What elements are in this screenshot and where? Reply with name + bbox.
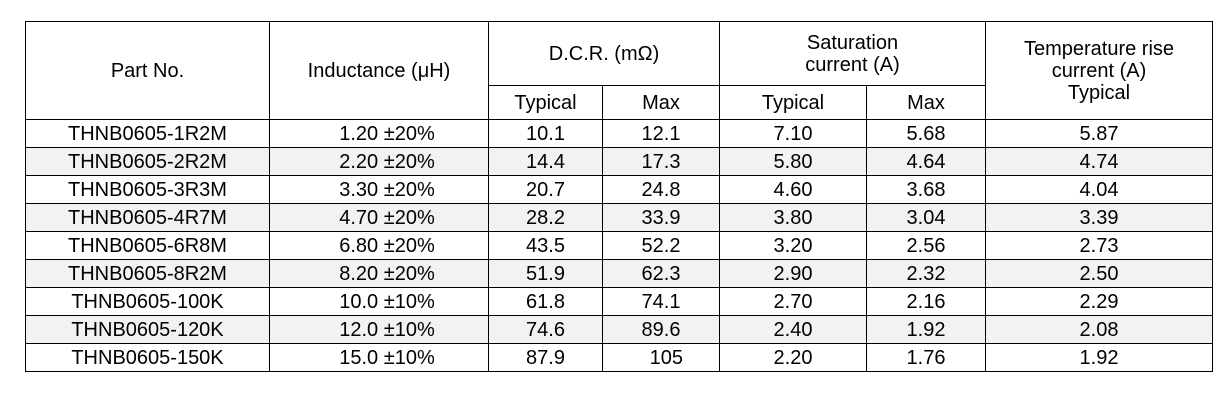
temperature-rise-typical-cell: 1.92 xyxy=(985,343,1213,372)
inductance-cell: 8.20 ±20% xyxy=(269,259,489,288)
header-temperature-rise-current: Temperature rise current (A) Typical xyxy=(985,21,1213,120)
saturation-max-cell: 1.76 xyxy=(866,343,986,372)
header-temp-line2: current (A) xyxy=(1051,59,1147,82)
part-number-cell: THNB0605-100K xyxy=(25,287,270,316)
dcr-typical-cell: 20.7 xyxy=(488,175,603,204)
dcr-typical-cell: 74.6 xyxy=(488,315,603,344)
saturation-max-cell: 1.92 xyxy=(866,315,986,344)
table-row: THNB0605-120K 12.0 ±10% 74.6 89.6 2.40 1.92 2.… xyxy=(25,315,1213,344)
dcr-typical-cell: 61.8 xyxy=(488,287,603,316)
table-row: THNB0605-8R2M 8.20 ±20% 51.9 62.3 2.90 2.32 2.… xyxy=(25,259,1213,288)
saturation-typical-cell: 2.90 xyxy=(719,259,867,288)
saturation-max-cell: 3.04 xyxy=(866,203,986,232)
saturation-max-cell: 5.68 xyxy=(866,119,986,148)
table-row: THNB0605-3R3M 3.30 ±20% 20.7 24.8 4.60 3.68 4.… xyxy=(25,175,1213,204)
header-inductance: Inductance (μH) xyxy=(269,21,489,120)
header-dcr-max: Max xyxy=(602,85,720,120)
saturation-typical-cell: 4.60 xyxy=(719,175,867,204)
inductance-cell: 6.80 ±20% xyxy=(269,231,489,260)
dcr-max-cell: 52.2 xyxy=(602,231,720,260)
temperature-rise-typical-cell: 4.04 xyxy=(985,175,1213,204)
table-body: THNB0605-1R2M 1.20 ±20% 10.1 12.1 7.10 5.68 5.… xyxy=(25,119,1213,372)
header-dcr: D.C.R. (mΩ) xyxy=(488,21,720,86)
saturation-typical-cell: 3.20 xyxy=(719,231,867,260)
part-number-cell: THNB0605-4R7M xyxy=(25,203,270,232)
saturation-typical-cell: 2.20 xyxy=(719,343,867,372)
saturation-typical-cell: 2.70 xyxy=(719,287,867,316)
dcr-max-cell: 24.8 xyxy=(602,175,720,204)
temperature-rise-typical-cell: 5.87 xyxy=(985,119,1213,148)
saturation-max-cell: 2.16 xyxy=(866,287,986,316)
inductance-cell: 4.70 ±20% xyxy=(269,203,489,232)
saturation-max-cell: 2.32 xyxy=(866,259,986,288)
part-number-cell: THNB0605-3R3M xyxy=(25,175,270,204)
dcr-typical-cell: 43.5 xyxy=(488,231,603,260)
dcr-typical-cell: 28.2 xyxy=(488,203,603,232)
inductance-cell: 3.30 ±20% xyxy=(269,175,489,204)
header-saturation-line1: Saturation xyxy=(806,31,899,54)
temperature-rise-typical-cell: 2.29 xyxy=(985,287,1213,316)
dcr-max-cell: 33.9 xyxy=(602,203,720,232)
part-number-cell: THNB0605-120K xyxy=(25,315,270,344)
header-part-no: Part No. xyxy=(25,21,270,120)
dcr-max-cell: 17.3 xyxy=(602,147,720,176)
header-dcr-typical: Typical xyxy=(488,85,603,120)
saturation-max-cell: 3.68 xyxy=(866,175,986,204)
temperature-rise-typical-cell: 2.08 xyxy=(985,315,1213,344)
dcr-typical-cell: 14.4 xyxy=(488,147,603,176)
table-row: THNB0605-4R7M 4.70 ±20% 28.2 33.9 3.80 3.04 3.… xyxy=(25,203,1213,232)
header-sat-max: Max xyxy=(866,85,986,120)
header-sat-typical: Typical xyxy=(719,85,867,120)
table-row: THNB0605-150K 15.0 ±10% 87.9 105 2.20 1.76 1.9… xyxy=(25,343,1213,372)
dcr-max-cell: 105 xyxy=(602,343,720,372)
header-saturation-line2: current (A) xyxy=(805,53,900,76)
dcr-typical-cell: 10.1 xyxy=(488,119,603,148)
dcr-typical-cell: 51.9 xyxy=(488,259,603,288)
part-number-cell: THNB0605-1R2M xyxy=(25,119,270,148)
part-number-cell: THNB0605-2R2M xyxy=(25,147,270,176)
dcr-typical-cell: 87.9 xyxy=(488,343,603,372)
temperature-rise-typical-cell: 4.74 xyxy=(985,147,1213,176)
table-row: THNB0605-6R8M 6.80 ±20% 43.5 52.2 3.20 2.56 2.… xyxy=(25,231,1213,260)
inductor-spec-table: Part No. Inductance (μH) D.C.R. (mΩ) Sat… xyxy=(25,21,1213,372)
header-temp-line1: Temperature rise xyxy=(1023,37,1175,60)
temperature-rise-typical-cell: 3.39 xyxy=(985,203,1213,232)
part-number-cell: THNB0605-150K xyxy=(25,343,270,372)
part-number-cell: THNB0605-8R2M xyxy=(25,259,270,288)
dcr-max-cell: 62.3 xyxy=(602,259,720,288)
table-row: THNB0605-100K 10.0 ±10% 61.8 74.1 2.70 2.16 2.… xyxy=(25,287,1213,316)
part-number-cell: THNB0605-6R8M xyxy=(25,231,270,260)
dcr-max-cell: 74.1 xyxy=(602,287,720,316)
inductance-cell: 1.20 ±20% xyxy=(269,119,489,148)
inductance-cell: 15.0 ±10% xyxy=(269,343,489,372)
saturation-max-cell: 4.64 xyxy=(866,147,986,176)
inductance-cell: 2.20 ±20% xyxy=(269,147,489,176)
dcr-max-cell: 12.1 xyxy=(602,119,720,148)
table-row: THNB0605-2R2M 2.20 ±20% 14.4 17.3 5.80 4.64 4.… xyxy=(25,147,1213,176)
saturation-typical-cell: 2.40 xyxy=(719,315,867,344)
temperature-rise-typical-cell: 2.73 xyxy=(985,231,1213,260)
inductance-cell: 10.0 ±10% xyxy=(269,287,489,316)
dcr-max-cell: 89.6 xyxy=(602,315,720,344)
saturation-typical-cell: 3.80 xyxy=(719,203,867,232)
inductance-cell: 12.0 ±10% xyxy=(269,315,489,344)
temperature-rise-typical-cell: 2.50 xyxy=(985,259,1213,288)
header-temp-line3: Typical xyxy=(1067,81,1131,104)
saturation-max-cell: 2.56 xyxy=(866,231,986,260)
table-row: THNB0605-1R2M 1.20 ±20% 10.1 12.1 7.10 5.68 5.… xyxy=(25,119,1213,148)
header-saturation-current: Saturation current (A) xyxy=(719,21,986,86)
saturation-typical-cell: 7.10 xyxy=(719,119,867,148)
saturation-typical-cell: 5.80 xyxy=(719,147,867,176)
